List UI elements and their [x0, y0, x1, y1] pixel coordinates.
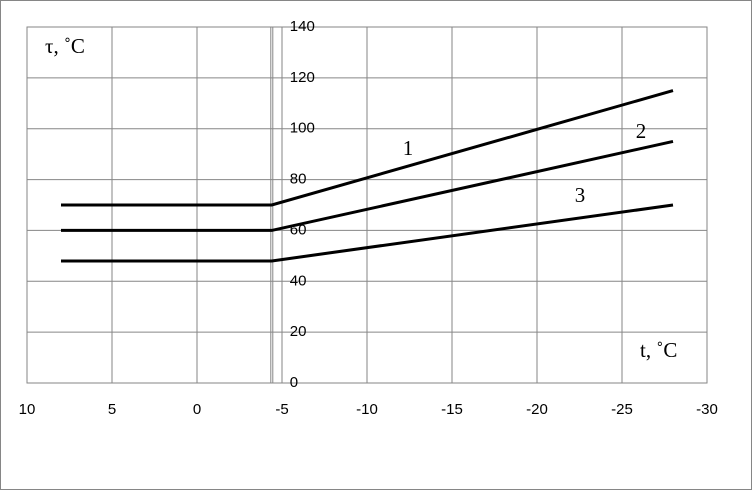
x-tick-label: -15 — [441, 401, 463, 418]
x-tick-label: -10 — [356, 401, 378, 418]
y-tick-label: 80 — [290, 171, 307, 188]
y-tick-label: 100 — [290, 120, 315, 137]
x-tick-label: 0 — [193, 401, 201, 418]
x-tick-label: -30 — [696, 401, 718, 418]
x-axis-label: t, ˚C — [640, 338, 677, 362]
x-tick-label: 5 — [108, 401, 116, 418]
x-tick-label: 10 — [19, 401, 36, 418]
y-axis-label: τ, ˚C — [45, 34, 85, 58]
y-tick-label: 0 — [290, 374, 298, 391]
series-line — [61, 89, 674, 207]
y-tick-label: 140 — [290, 18, 315, 35]
series-label: 2 — [636, 119, 647, 143]
series-line — [61, 139, 674, 232]
y-tick-label: 20 — [290, 323, 307, 340]
x-tick-label: -25 — [611, 401, 633, 418]
series-line — [61, 203, 674, 263]
y-tick-label: 120 — [290, 69, 315, 86]
series-label: 3 — [575, 183, 586, 207]
y-tick-label: 40 — [290, 272, 307, 289]
x-tick-label: -5 — [275, 401, 288, 418]
series-label: 1 — [403, 136, 414, 160]
x-tick-label: -20 — [526, 401, 548, 418]
